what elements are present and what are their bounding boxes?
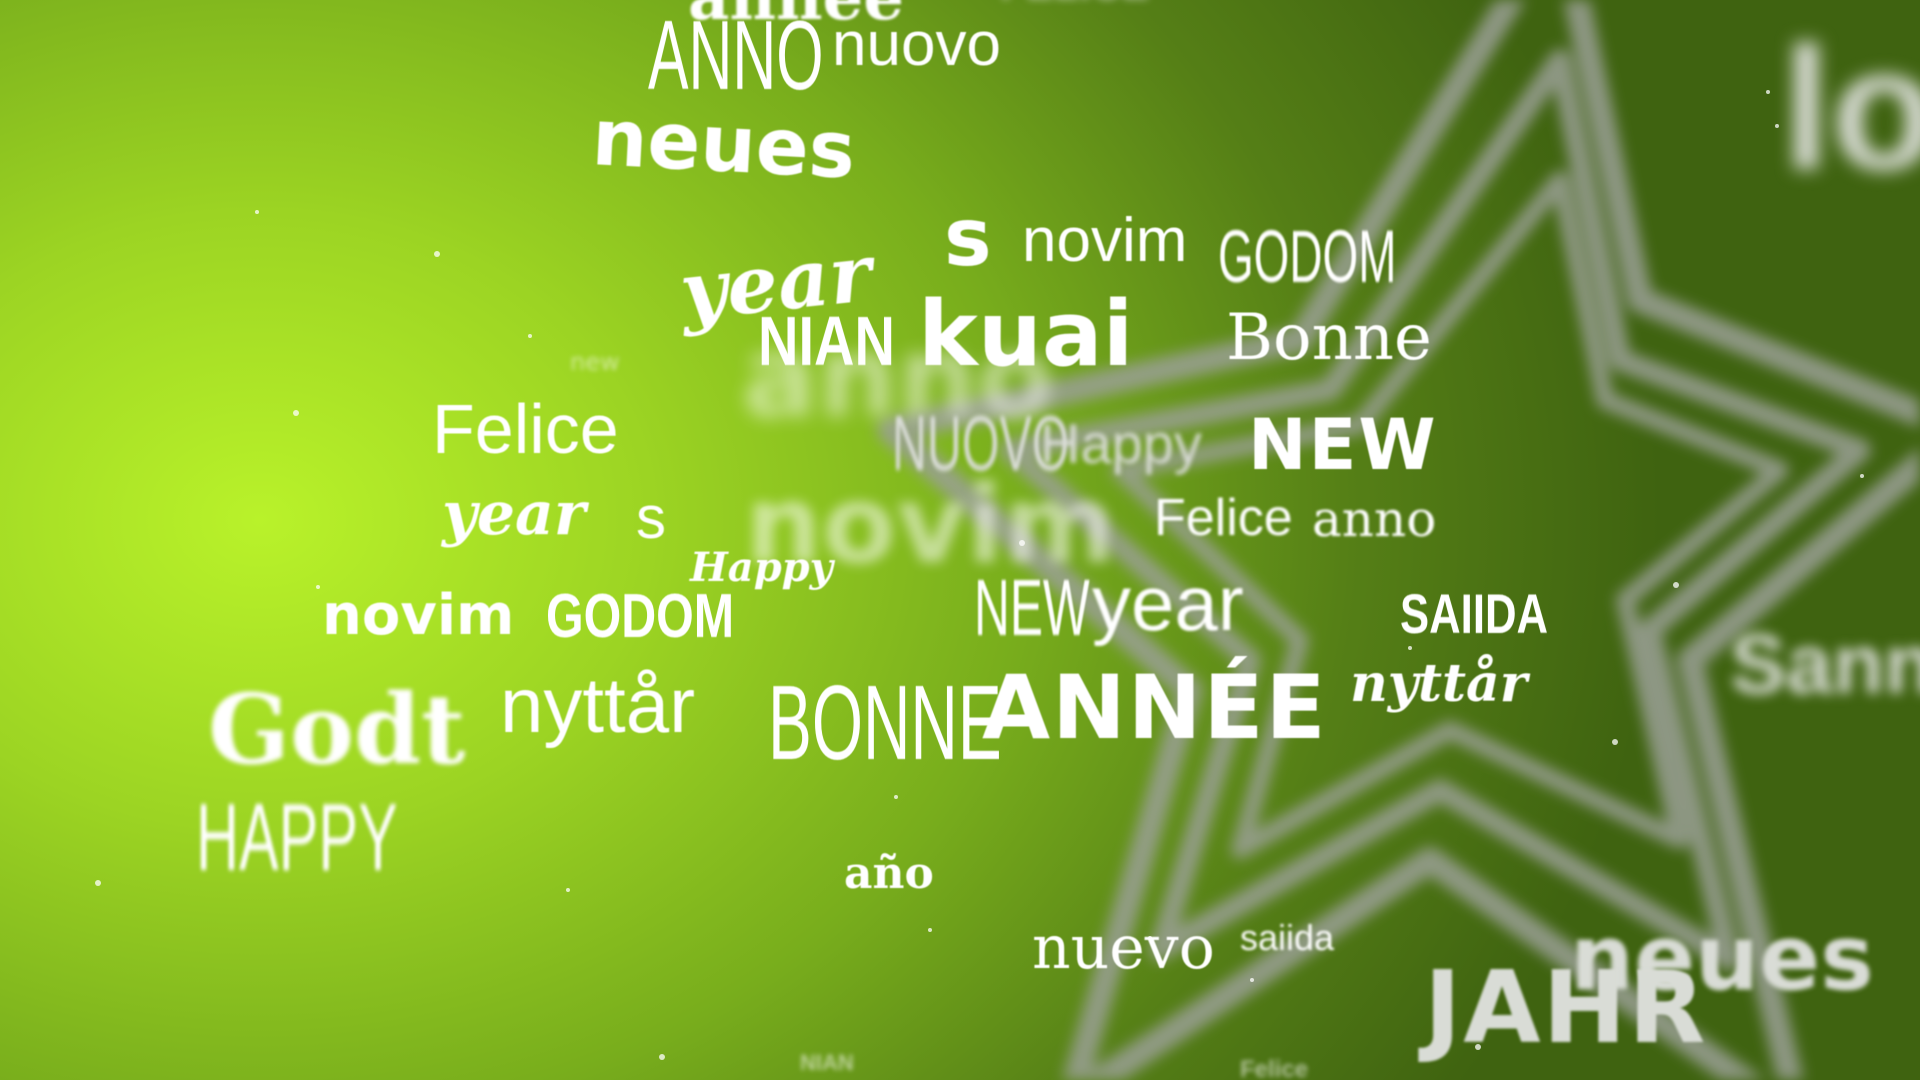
greeting-word: ANNO [648,0,824,110]
greeting-word: neues [589,93,858,197]
greeting-word: Felice [432,390,619,468]
greeting-word: nuovo [832,10,1001,79]
greeting-word: NIAN [800,1050,854,1075]
greeting-word: Bonne [1226,301,1432,375]
greeting-word: SAIIDA [1400,582,1549,645]
greeting-word: HAPPY [196,784,398,891]
greeting-word: Happy [1040,412,1202,475]
greeting-word: Happy [690,544,833,591]
greeting-word: Felice [1240,1056,1309,1080]
greeting-word: año [844,848,934,899]
greeting-word: nyttår [1350,653,1528,714]
greeting-word: NEW [974,563,1090,652]
greeting-word: s [944,191,992,284]
greeting-word: anno [742,313,1054,443]
greeting-word: Godt [208,673,466,786]
greeting-word: neues [1570,906,1874,1011]
greeting-word: GODOM [546,582,735,651]
greeting-word: JAHR [1424,949,1708,1066]
greeting-word: BONNE [768,664,1002,782]
greeting-word: nyttår [500,661,696,749]
greeting-word: lo [1782,12,1920,207]
greeting-word: Felice [1154,489,1293,547]
greeting-word: kuai [918,282,1134,387]
greeting-word: nuevo [1032,913,1215,983]
greeting-word: year [1092,559,1244,647]
greeting-word: anno [1312,490,1437,548]
greeting-word: année [688,0,904,30]
greeting-word: novim [745,463,1117,588]
greeting-word: year [442,479,586,549]
greeting-word: ANNÉE [982,656,1328,759]
greeting-word: FELICE [1000,0,1149,6]
greeting-word: novim [1022,206,1188,275]
greeting-word: saiida [1240,917,1335,958]
greeting-word: NUOVO [892,399,1070,487]
greeting-word: GODOM [1218,215,1397,298]
greeting-word: novim [322,583,515,648]
greeting-word: NIAN [758,302,895,380]
greeting-word: new [570,348,620,376]
greeting-word: Sanna [1730,617,1920,711]
greeting-word: s [636,484,666,551]
greeting-word: NEW [1248,404,1438,486]
